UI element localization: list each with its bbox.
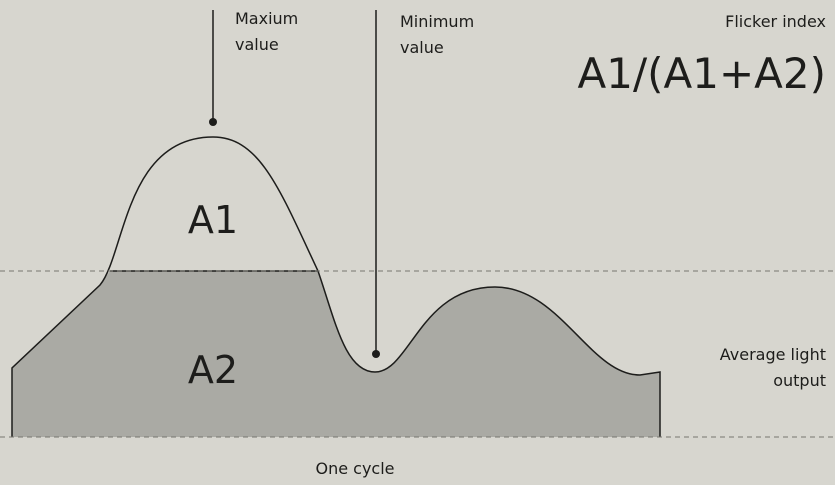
a1-label: A1	[188, 198, 238, 242]
formula: A1/(A1+A2)	[578, 49, 826, 98]
max-dot	[209, 118, 217, 126]
min-label: value	[400, 38, 444, 57]
a2-label: A2	[188, 348, 238, 392]
cycle-label: One cycle	[315, 459, 394, 478]
min-label: Minimum	[400, 12, 474, 31]
waveform	[11, 136, 661, 437]
flicker-label: Flicker index	[725, 12, 826, 31]
average-label: Average light	[720, 345, 826, 364]
min-dot	[372, 350, 380, 358]
area-a2	[12, 271, 660, 437]
average-label: output	[773, 371, 826, 390]
max-label: value	[235, 35, 279, 54]
max-label: Maxium	[235, 9, 298, 28]
